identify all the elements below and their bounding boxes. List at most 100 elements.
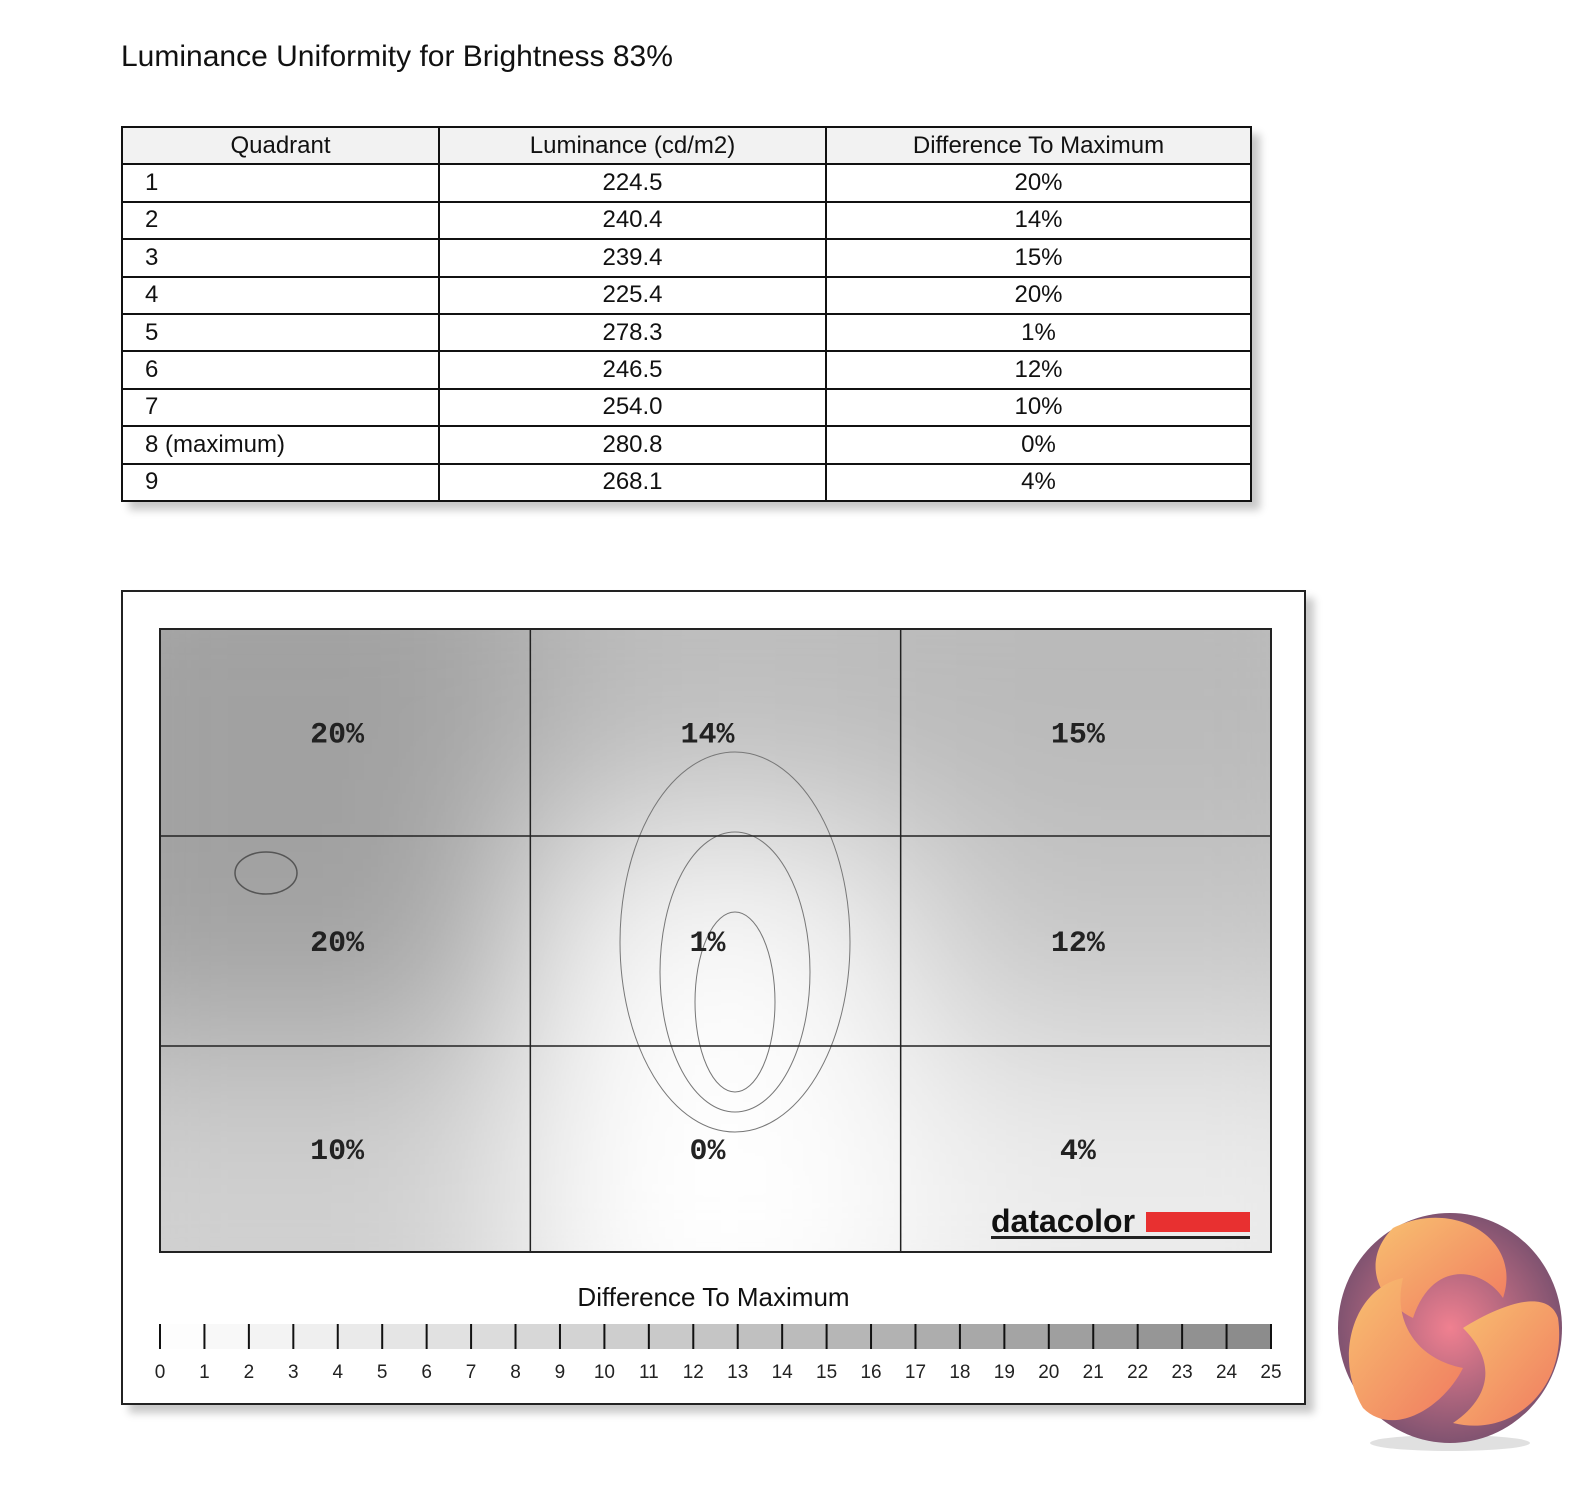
quadrant-cell: 3 <box>121 238 440 278</box>
table-row: 3 239.4 15% <box>121 238 1252 278</box>
table-row: 4 225.4 20% <box>121 275 1252 315</box>
scale-segment <box>604 1324 649 1349</box>
heatmap-cell <box>530 629 901 836</box>
scale-tick-label: 14 <box>772 1362 794 1383</box>
scale-tick-label: 25 <box>1260 1362 1281 1383</box>
scale-segment <box>382 1324 427 1349</box>
page-title: Luminance Uniformity for Brightness 83% <box>121 40 673 73</box>
cell-label: 20% <box>310 719 365 753</box>
table-row: 6 246.5 12% <box>121 350 1252 390</box>
legend-title: Difference To Maximum <box>577 1282 850 1312</box>
quadrant-cell: 6 <box>121 350 440 390</box>
scale-segment <box>559 1324 605 1349</box>
contour-line <box>234 851 298 895</box>
heatmap-area <box>160 629 1271 1252</box>
scale-tick-label: 22 <box>1127 1362 1148 1383</box>
cell-label: 20% <box>310 927 365 961</box>
table-row: 7 254.0 10% <box>121 387 1252 428</box>
scale-tick-label: 17 <box>905 1362 926 1383</box>
column-header: Luminance (cd/m2) <box>438 125 827 166</box>
quadrant-cell: 4 <box>121 275 440 315</box>
scale-tick-label: 9 <box>555 1362 566 1383</box>
scale-segment <box>959 1324 1005 1349</box>
cell-label: 15% <box>1051 719 1106 753</box>
scale-tick-label: 16 <box>860 1362 881 1383</box>
heatmap-cell <box>160 836 531 1046</box>
difference-cell: 14% <box>825 200 1252 241</box>
difference-cell: 10% <box>825 387 1252 428</box>
luminance-table: Quadrant Luminance (cd/m2) Difference To M… <box>121 125 1252 502</box>
brand-logo-text: datacolor <box>991 1203 1135 1239</box>
scale-tick-label: 11 <box>639 1362 659 1383</box>
scale-tick-label: 15 <box>816 1362 837 1383</box>
luminance-cell: 225.4 <box>438 275 827 315</box>
difference-cell: 4% <box>825 462 1252 502</box>
heatmap-border <box>159 628 1272 1253</box>
scale-tick-label: 10 <box>594 1362 615 1383</box>
scale-segment <box>1093 1324 1138 1349</box>
scale-tick-label: 23 <box>1172 1362 1193 1383</box>
scale-tick-label: 20 <box>1038 1362 1059 1383</box>
quadrant-cell: 8 (maximum) <box>121 425 440 465</box>
quadrant-cell: 7 <box>121 387 440 428</box>
scale-segment <box>648 1324 694 1349</box>
scale-tick-label: 13 <box>727 1362 748 1383</box>
scale-segment <box>915 1324 960 1349</box>
scale-segment <box>1004 1324 1049 1349</box>
heatmap-cell <box>160 629 531 836</box>
heatmap-cell <box>900 629 1271 836</box>
scale-segment <box>160 1324 205 1349</box>
quadrant-cell: 5 <box>121 312 440 353</box>
scale-tick-label: 2 <box>244 1362 255 1383</box>
difference-cell: 1% <box>825 312 1252 353</box>
scale-segment <box>1048 1324 1094 1349</box>
cell-label: 10% <box>310 1135 365 1169</box>
heatmap-cell <box>160 1046 531 1252</box>
scale-segment <box>1137 1324 1183 1349</box>
scale-tick-label: 24 <box>1216 1362 1238 1383</box>
table-header-row: Quadrant Luminance (cd/m2) Difference To M… <box>121 125 1252 166</box>
luminance-cell: 246.5 <box>438 350 827 390</box>
difference-cell: 15% <box>825 238 1252 278</box>
table-row: 8 (maximum) 280.8 0% <box>121 425 1252 465</box>
quadrant-cell: 9 <box>121 462 440 502</box>
difference-cell: 20% <box>825 163 1252 203</box>
brand-logo-bar <box>1146 1212 1250 1232</box>
scale-tick-label: 12 <box>683 1362 704 1383</box>
cell-label: 1% <box>689 927 726 961</box>
difference-cell: 20% <box>825 275 1252 315</box>
heatmap-cell <box>530 836 901 1046</box>
scale-segment <box>471 1324 516 1349</box>
scale-segment <box>337 1324 383 1349</box>
quadrant-cell: 2 <box>121 200 440 241</box>
scale-tick-label: 0 <box>155 1362 166 1383</box>
table-row: 1 224.5 20% <box>121 163 1252 203</box>
scale-tick-label: 8 <box>510 1362 521 1383</box>
brand-logo-underline <box>991 1236 1250 1239</box>
luminance-cell: 224.5 <box>438 163 827 203</box>
table-row: 5 278.3 1% <box>121 312 1252 353</box>
difference-cell: 12% <box>825 350 1252 390</box>
scale-tick-label: 5 <box>377 1362 388 1383</box>
column-header: Difference To Maximum <box>825 125 1252 166</box>
luminance-cell: 268.1 <box>438 462 827 502</box>
cell-label: 4% <box>1060 1135 1097 1169</box>
scale-segment <box>737 1324 783 1349</box>
scale-tick-label: 6 <box>421 1362 432 1383</box>
scale-segment <box>293 1324 338 1349</box>
scale-segment <box>248 1324 294 1349</box>
table-row: 9 268.1 4% <box>121 462 1252 502</box>
swirl-logo-icon <box>1338 1213 1562 1451</box>
luminance-cell: 280.8 <box>438 425 827 465</box>
scale-segment <box>871 1324 916 1349</box>
difference-cell: 0% <box>825 425 1252 465</box>
contour-line <box>659 831 811 1113</box>
scale-segment <box>693 1324 738 1349</box>
luminance-cell: 254.0 <box>438 387 827 428</box>
scale-segment <box>515 1324 560 1349</box>
scale-tick-label: 19 <box>994 1362 1015 1383</box>
column-header: Quadrant <box>121 125 440 166</box>
contour-line <box>619 751 851 1133</box>
cell-label: 12% <box>1051 927 1106 961</box>
